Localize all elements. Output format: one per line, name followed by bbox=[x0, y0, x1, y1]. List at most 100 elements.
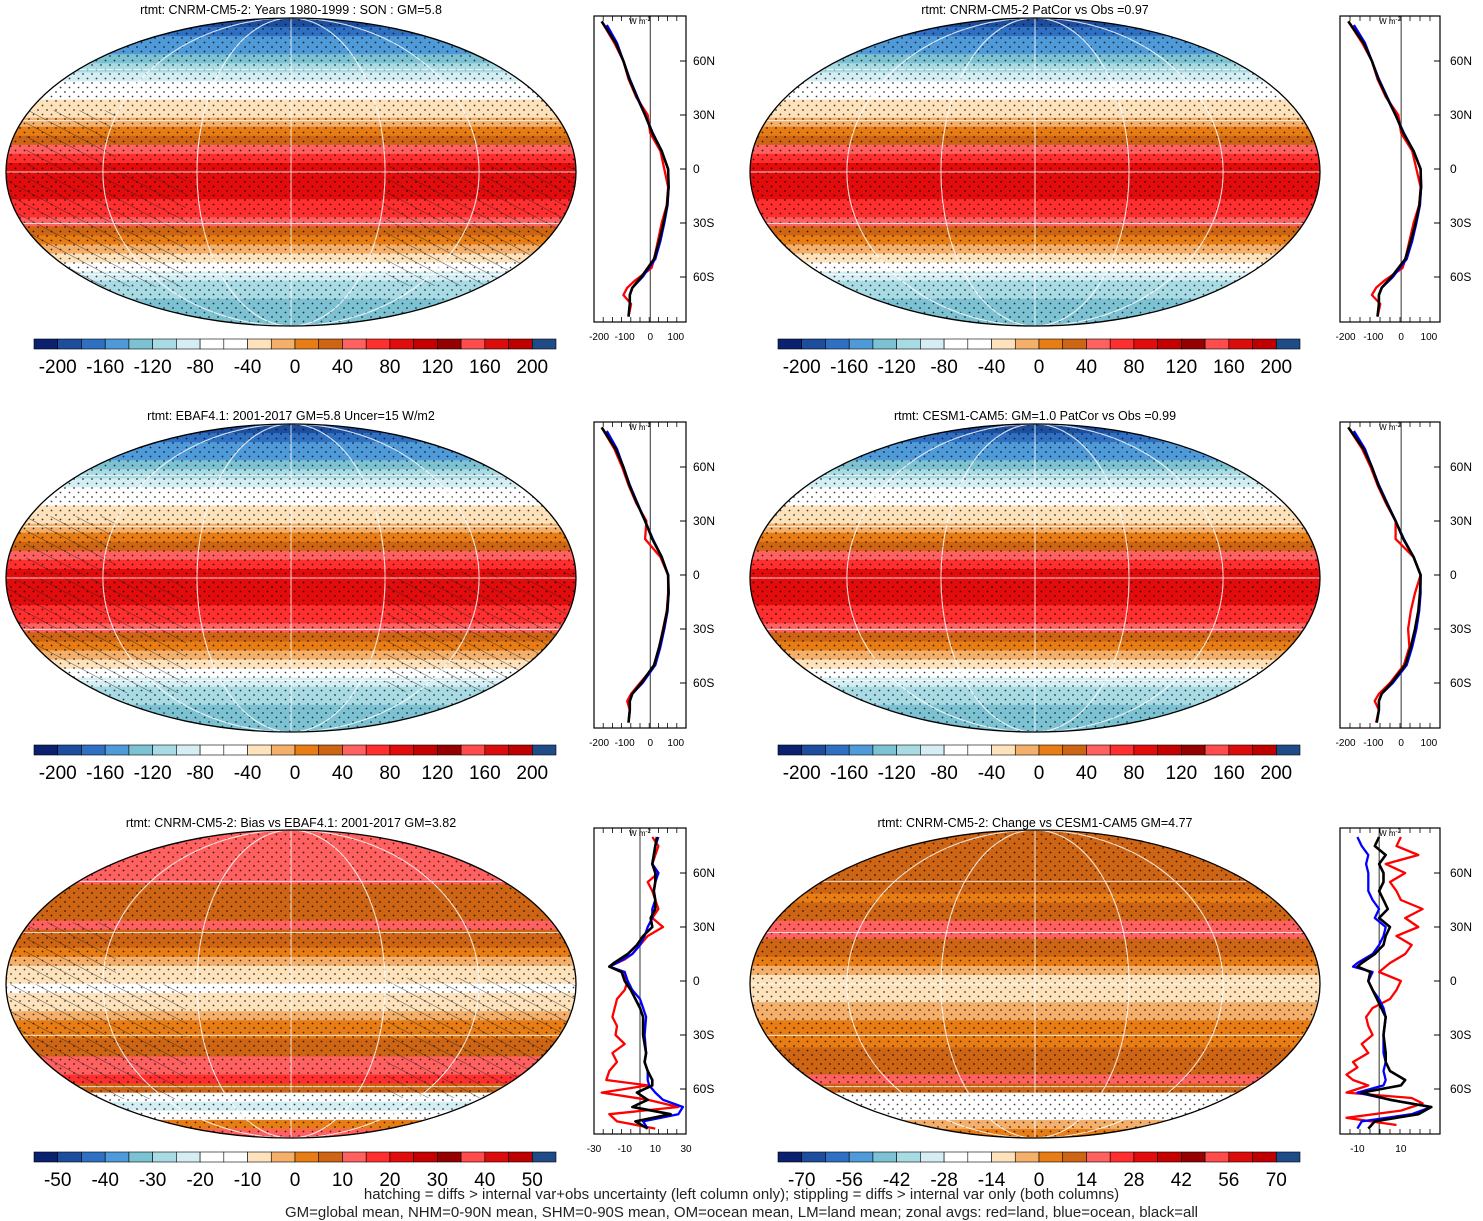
zonal-series-all bbox=[607, 836, 673, 1130]
colorbar-swatch bbox=[1014, 1151, 1040, 1163]
map-title: rtmt: CNRM-CM5-2 PatCor vs Obs =0.97 bbox=[921, 3, 1149, 17]
colorbar-swatch bbox=[152, 338, 177, 350]
colorbar-swatch bbox=[104, 744, 130, 756]
colorbar-swatch bbox=[1252, 338, 1277, 350]
colorbar-swatch bbox=[991, 338, 1016, 350]
zonal-series-ocean bbox=[605, 24, 670, 296]
graticule bbox=[750, 830, 1320, 1138]
colorbar-swatch bbox=[1014, 338, 1040, 350]
colorbar-swatch bbox=[1157, 338, 1182, 350]
colorbar-tick-label: 0 bbox=[290, 357, 301, 378]
colorbar-swatch bbox=[1228, 744, 1253, 756]
colorbar: -50 -40 -30 -20 -10 0 10 20 30 40 50 bbox=[33, 1151, 557, 1191]
lat-tick-label: 30S bbox=[1450, 622, 1471, 636]
zonal-x-tick-label: -200 bbox=[1336, 332, 1356, 343]
zonal-series-all bbox=[1347, 20, 1423, 317]
colorbar-tick-label: -120 bbox=[878, 763, 916, 784]
zonal-unit-label: W m-2 bbox=[629, 17, 651, 26]
colorbar-swatch bbox=[437, 744, 462, 756]
colorbar-swatch bbox=[437, 1151, 462, 1163]
lat-tick-label: 0 bbox=[1450, 568, 1457, 582]
colorbar-swatch bbox=[508, 1151, 533, 1163]
lat-tick-label: 30N bbox=[1450, 920, 1472, 934]
colorbar-tick-label: -200 bbox=[39, 357, 77, 378]
colorbar-tick-label: 200 bbox=[1260, 763, 1292, 784]
map-panel-0: rtmt: CNRM-CM5-2: Years 1980-1999 : SON … bbox=[5, 3, 577, 378]
colorbar-swatch bbox=[365, 1151, 391, 1163]
colorbar-tick-label: -80 bbox=[930, 763, 957, 784]
colorbar-swatch bbox=[270, 744, 296, 756]
colorbar-swatch bbox=[1275, 744, 1301, 756]
colorbar-tick-label: 80 bbox=[379, 763, 400, 784]
colorbar: -200 -160 -120 -80 -40 0 40 80 120 160 200 bbox=[33, 338, 557, 378]
colorbar-swatch bbox=[294, 338, 320, 350]
colorbar-swatch bbox=[1181, 338, 1206, 350]
graticule bbox=[750, 18, 1320, 326]
map-panel-6: rtmt: CESM1-CAM5: GM=1.0 PatCor vs Obs =… bbox=[749, 409, 1321, 784]
lat-tick-label: 30S bbox=[1450, 216, 1471, 230]
colorbar: -200 -160 -120 -80 -40 0 40 80 120 160 200 bbox=[777, 338, 1301, 378]
map-title: rtmt: EBAF4.1: 2001-2017 GM=5.8 Uncer=15… bbox=[147, 409, 435, 423]
colorbar-swatch bbox=[460, 338, 486, 350]
colorbar-tick-label: -40 bbox=[234, 357, 261, 378]
zonal-x-tick-label: -100 bbox=[615, 332, 635, 343]
colorbar-swatch bbox=[1038, 744, 1064, 756]
colorbar-swatch bbox=[365, 338, 391, 350]
zonal-series-ocean bbox=[605, 430, 670, 702]
zonal-x-tick-label: -200 bbox=[589, 738, 609, 749]
colorbar-swatch bbox=[199, 338, 225, 350]
colorbar-swatch bbox=[1086, 744, 1111, 756]
map-border bbox=[5, 17, 577, 327]
colorbar-tick-label: -80 bbox=[186, 763, 213, 784]
lat-tick-label: 30N bbox=[693, 920, 715, 934]
colorbar-tick-label: 56 bbox=[1218, 1170, 1239, 1191]
colorbar-swatch bbox=[57, 338, 82, 350]
hatching-overlay bbox=[26, 922, 116, 983]
map-title: rtmt: CNRM-CM5-2: Bias vs EBAF4.1: 2001-… bbox=[126, 816, 456, 830]
colorbar-tick-label: 80 bbox=[1123, 357, 1144, 378]
graticule bbox=[750, 424, 1320, 732]
colorbar-tick-label: 14 bbox=[1076, 1170, 1098, 1191]
colorbar-tick-label: 200 bbox=[516, 763, 548, 784]
hatching-overlay bbox=[386, 977, 576, 1098]
colorbar-swatch bbox=[1133, 744, 1158, 756]
hatching-overlay bbox=[6, 172, 186, 287]
zonal-series-land bbox=[600, 426, 670, 723]
colorbar-tick-label: 30 bbox=[427, 1170, 448, 1191]
colorbar-swatch bbox=[801, 1151, 826, 1163]
map-title: rtmt: CESM1-CAM5: GM=1.0 PatCor vs Obs =… bbox=[894, 409, 1176, 423]
zonal-series-all bbox=[1356, 836, 1433, 1130]
zonal-x-tick-label: -100 bbox=[615, 738, 635, 749]
colorbar-swatch bbox=[777, 338, 803, 350]
zonal-x-tick-label: 0 bbox=[647, 332, 653, 343]
colorbar-swatch bbox=[223, 1151, 248, 1163]
lat-tick-label: 30S bbox=[693, 622, 714, 636]
colorbar-swatch bbox=[223, 744, 248, 756]
colorbar-swatch bbox=[967, 744, 992, 756]
colorbar-swatch bbox=[389, 744, 414, 756]
lat-tick-label: 30S bbox=[1450, 1028, 1471, 1042]
colorbar-swatch bbox=[152, 744, 177, 756]
zonal-unit-label: W m-2 bbox=[1379, 829, 1401, 838]
colorbar-tick-label: -160 bbox=[86, 763, 124, 784]
zonal-series-land bbox=[600, 20, 670, 317]
colorbar-tick-label: -160 bbox=[830, 357, 868, 378]
zonal-x-tick-label: -100 bbox=[1363, 332, 1383, 343]
colorbar-tick-label: -120 bbox=[878, 357, 916, 378]
colorbar-swatch bbox=[176, 338, 201, 350]
colorbar-tick-label: -80 bbox=[186, 357, 213, 378]
graticule bbox=[6, 424, 576, 732]
zonal-series-all bbox=[1347, 426, 1422, 723]
colorbar-tick-label: 160 bbox=[1213, 763, 1245, 784]
colorbar-swatch bbox=[460, 744, 486, 756]
colorbar-swatch bbox=[1157, 1151, 1182, 1163]
colorbar-swatch bbox=[460, 1151, 486, 1163]
colorbar-swatch bbox=[801, 338, 826, 350]
zonal-series-ocean bbox=[1352, 430, 1422, 702]
colorbar-swatch bbox=[33, 1151, 59, 1163]
map-panel-8: rtmt: CNRM-CM5-2: Bias vs EBAF4.1: 2001-… bbox=[5, 816, 577, 1191]
colorbar-tick-label: 0 bbox=[1034, 357, 1045, 378]
lat-tick-label: 0 bbox=[693, 162, 700, 176]
colorbar-swatch bbox=[531, 744, 557, 756]
colorbar-swatch bbox=[247, 744, 272, 756]
